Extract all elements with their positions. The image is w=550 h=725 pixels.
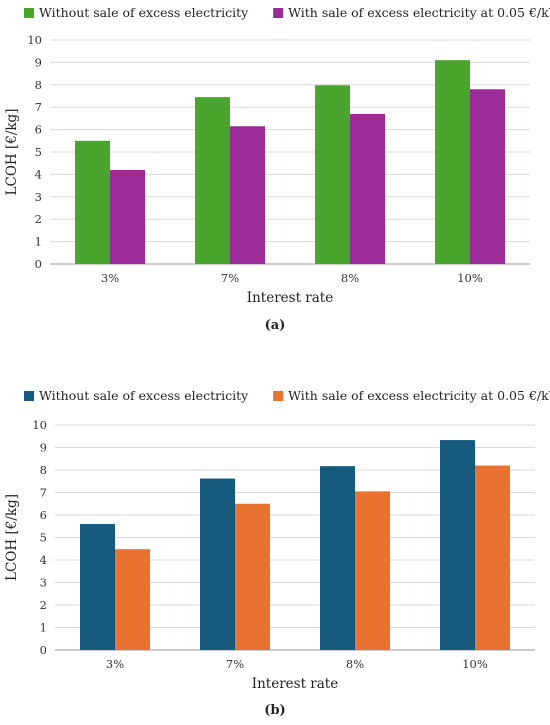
y-tick-label: 2 — [35, 212, 42, 226]
y-tick-label: 3 — [40, 576, 47, 590]
y-tick-label: 8 — [40, 463, 47, 477]
bar — [320, 466, 355, 650]
bar — [200, 478, 235, 650]
legend-swatch — [24, 8, 34, 18]
chart-b: Without sale of excess electricity With s… — [0, 362, 550, 721]
x-axis-title: Interest rate — [252, 676, 338, 692]
y-tick-label: 7 — [40, 486, 47, 500]
bar — [470, 89, 505, 264]
bar — [80, 524, 115, 650]
chart-a: Without sale of excess electricity With s… — [0, 0, 550, 360]
x-tick-label: 3% — [106, 657, 124, 671]
y-tick-label: 10 — [27, 33, 42, 47]
x-tick-label: 10% — [462, 657, 488, 671]
legend-label: Without sale of excess electricity — [39, 388, 249, 403]
y-tick-label: 6 — [35, 123, 42, 137]
bar — [230, 126, 265, 265]
y-tick-label: 8 — [35, 78, 42, 92]
chart-a-caption: (a) — [264, 318, 286, 333]
y-tick-label: 9 — [40, 441, 47, 455]
legend-swatch — [24, 391, 34, 401]
chart-a-svg: Without sale of excess electricity With s… — [4, 5, 550, 306]
y-tick-label: 3 — [35, 190, 42, 204]
y-axis-title: LCOH [€/kg] — [4, 494, 20, 581]
y-tick-label: 9 — [35, 55, 42, 69]
y-tick-label: 1 — [35, 235, 42, 249]
x-tick-label: 10% — [457, 271, 483, 285]
bar — [315, 85, 350, 264]
bar — [435, 60, 470, 264]
bar — [475, 465, 510, 650]
bar — [115, 549, 150, 650]
y-tick-label: 0 — [35, 257, 42, 271]
y-tick-label: 0 — [40, 643, 47, 657]
y-tick-label: 4 — [35, 167, 42, 181]
y-tick-label: 6 — [40, 508, 47, 522]
y-tick-label: 4 — [40, 553, 47, 567]
bar — [110, 169, 145, 264]
x-axis-title: Interest rate — [247, 290, 333, 306]
x-tick-label: 8% — [341, 271, 359, 285]
legend-label: Without sale of excess electricity — [39, 5, 249, 20]
y-tick-label: 7 — [35, 100, 42, 114]
y-tick-label: 5 — [40, 531, 47, 545]
y-axis-title: LCOH [€/kg] — [4, 109, 20, 196]
y-tick-label: 2 — [40, 598, 47, 612]
x-tick-label: 7% — [226, 657, 244, 671]
bar — [355, 491, 390, 650]
bar — [195, 97, 230, 265]
x-tick-label: 8% — [346, 657, 364, 671]
y-tick-label: 10 — [32, 418, 47, 432]
legend-swatch — [273, 8, 284, 18]
legend-label: With sale of excess electricity at 0.05 … — [288, 5, 550, 20]
x-tick-label: 7% — [221, 271, 239, 285]
legend-swatch — [273, 391, 284, 401]
bar — [75, 140, 110, 264]
y-tick-label: 5 — [35, 145, 42, 159]
bar — [235, 503, 270, 650]
bar — [350, 113, 385, 264]
y-tick-label: 1 — [40, 621, 47, 635]
bar — [440, 440, 475, 650]
x-tick-label: 3% — [101, 271, 119, 285]
legend-label: With sale of excess electricity at 0.05 … — [288, 388, 550, 403]
chart-b-svg: Without sale of excess electricity With s… — [4, 388, 550, 692]
chart-b-caption: (b) — [264, 703, 286, 718]
